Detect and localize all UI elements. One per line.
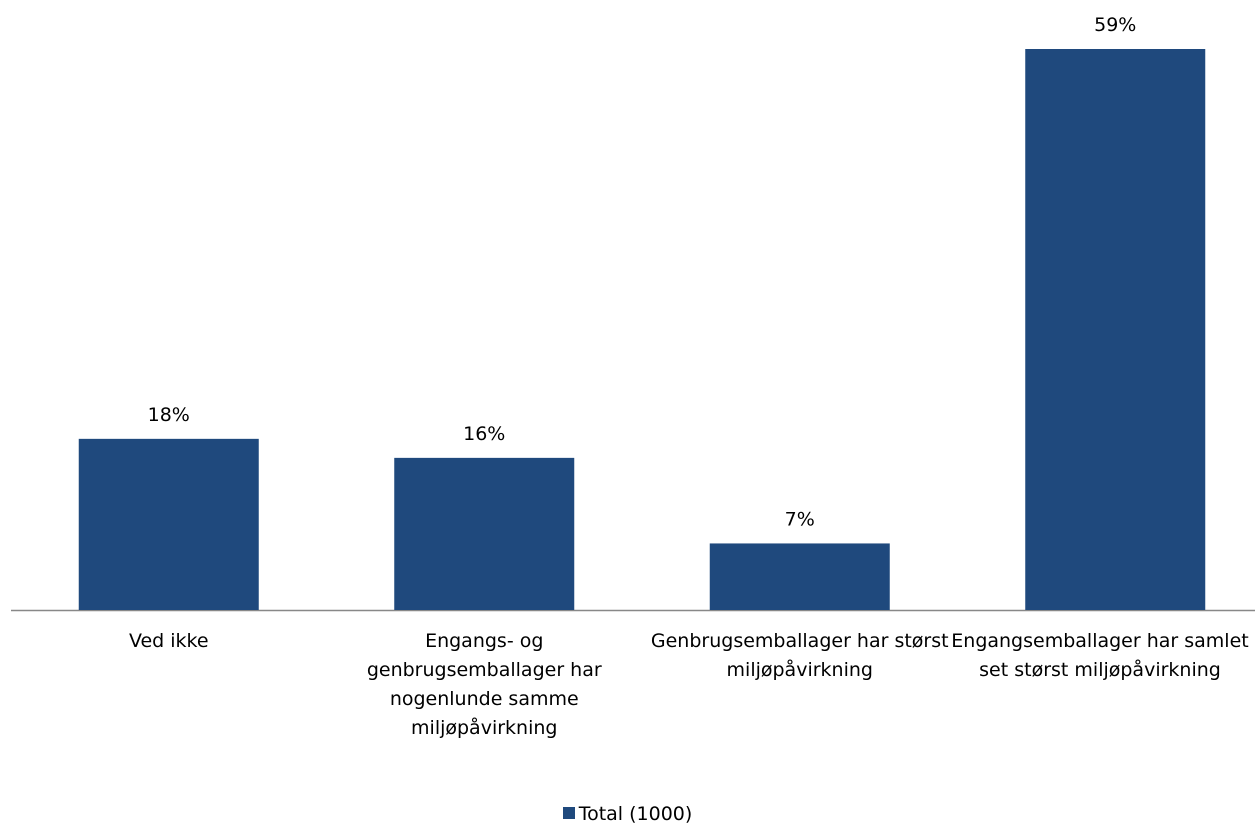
x-tick-label: Genbrugsemballager har størst miljøpåvir… — [650, 630, 949, 681]
legend-label: Total (1000) — [578, 803, 693, 825]
value-label: 16% — [463, 423, 505, 445]
legend-swatch — [562, 807, 575, 819]
bar — [709, 543, 890, 610]
value-label: 59% — [1094, 14, 1136, 36]
x-tick-label: Ved ikke — [128, 630, 209, 652]
bar — [394, 457, 575, 610]
value-label: 7% — [785, 508, 815, 530]
bar — [1025, 49, 1206, 610]
x-tick-label: Engangsemballager har samlet set størst … — [951, 630, 1249, 681]
legend: Total (1000) — [0, 803, 1255, 825]
x-tick-label: Engangs- og genbrugsemballager har nogen… — [366, 630, 602, 739]
bar — [78, 438, 259, 610]
value-label: 18% — [148, 404, 190, 426]
